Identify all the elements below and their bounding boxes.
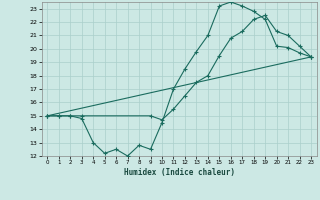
X-axis label: Humidex (Indice chaleur): Humidex (Indice chaleur) [124, 168, 235, 177]
